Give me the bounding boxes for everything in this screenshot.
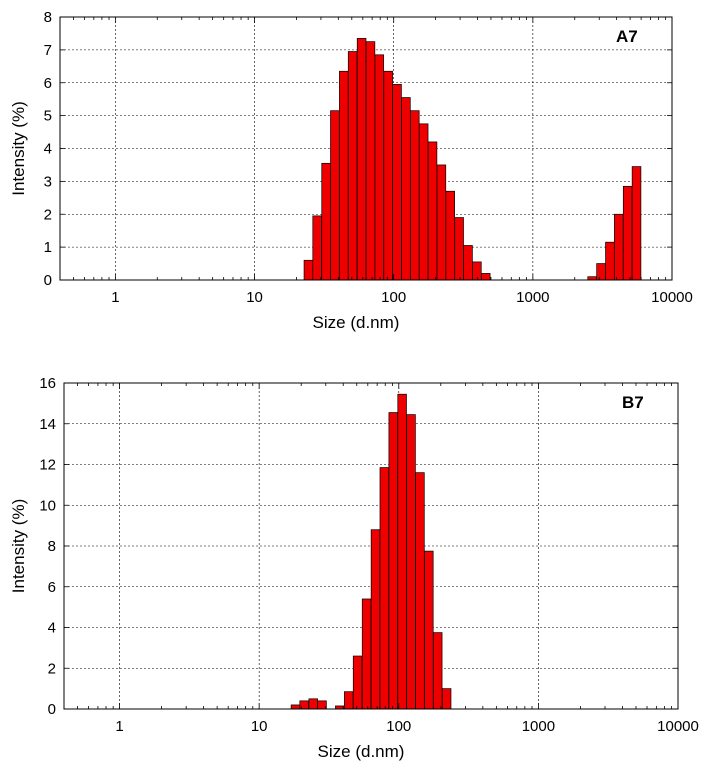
x-tick-label: 1	[115, 718, 123, 735]
histogram-bar	[397, 393, 407, 710]
y-tick-label: 16	[39, 375, 56, 392]
x-tick-label: 1000	[522, 718, 555, 735]
y-tick-label: 14	[39, 416, 56, 433]
histogram-bar	[312, 215, 322, 281]
chart-panel-a7: 1 10 100 1000 10000 0 1 2 3 4 5 6 7 8 Size (d.nm) Inten…	[9, 9, 693, 332]
y-tick-label: 12	[39, 457, 56, 474]
y-tick-label: 8	[48, 538, 56, 555]
histogram-bar	[424, 550, 434, 710]
x-axis-label: Size (d.nm)	[318, 742, 405, 761]
histogram-bar	[401, 97, 411, 281]
chart-panel-b7: 1 10 100 1000 10000 0 2 4 6 8 10 12 14 16 Size (d.nm) I…	[9, 375, 699, 761]
histogram-bar	[308, 698, 318, 710]
x-axis-label: Size (d.nm)	[313, 313, 400, 332]
histogram-bar	[614, 213, 624, 281]
histogram-bar	[596, 263, 606, 281]
histogram-bar	[303, 259, 314, 281]
panel-label: A7	[616, 27, 638, 46]
y-tick-label: 6	[44, 75, 52, 92]
histogram-bar	[605, 241, 615, 281]
histogram-bar	[383, 70, 393, 281]
y-tick-label: 6	[48, 579, 56, 596]
histogram-bar	[441, 688, 452, 710]
y-tick-label: 2	[48, 660, 56, 677]
y-tick-label: 4	[44, 141, 52, 158]
histogram-bar	[352, 655, 363, 710]
y-axis-label: Intensity (%)	[9, 101, 28, 195]
y-tick-label: 1	[44, 239, 52, 256]
histogram-bar	[454, 217, 464, 281]
histogram-bar	[433, 632, 443, 710]
x-tick-label: 10000	[657, 718, 699, 735]
histogram-bar	[344, 691, 354, 710]
y-tick-label: 8	[44, 9, 52, 26]
y-tick-label: 4	[48, 620, 56, 637]
y-tick-label: 0	[44, 272, 52, 289]
x-tick-label: 100	[386, 718, 411, 735]
histogram-bar	[415, 472, 425, 710]
histogram-bar	[361, 598, 372, 710]
histogram-bar	[356, 38, 367, 281]
y-tick-label: 7	[44, 42, 52, 59]
histogram-bar	[481, 273, 491, 281]
histogram-bar	[388, 412, 398, 710]
x-tick-label: 10	[251, 718, 268, 735]
histogram-bar	[365, 41, 376, 281]
x-tick-label: 100	[381, 289, 406, 306]
histogram-bar	[622, 185, 633, 281]
histogram-bar	[445, 190, 455, 281]
histogram-bar	[290, 704, 301, 710]
y-tick-label: 5	[44, 108, 52, 125]
y-tick-label: 2	[44, 206, 52, 223]
histogram-bar	[347, 51, 358, 281]
histogram-bar	[631, 166, 642, 281]
histogram-bar	[317, 700, 327, 710]
histogram-bar	[321, 162, 331, 281]
histogram-bar	[436, 164, 447, 281]
histogram-bar	[370, 529, 381, 710]
histogram-bar	[330, 110, 340, 281]
panel-label: B7	[622, 393, 644, 412]
x-tick-label: 1	[111, 289, 119, 306]
x-tick-label: 10000	[651, 289, 693, 306]
x-tick-label: 10	[246, 289, 263, 306]
histogram-bar	[374, 54, 385, 281]
y-tick-label: 3	[44, 173, 52, 190]
histogram-bar	[463, 245, 473, 281]
histogram-bar	[339, 70, 349, 281]
histogram-bar	[406, 414, 416, 710]
histogram-bar	[418, 123, 429, 281]
histogram-bar	[472, 261, 482, 281]
histogram-bar	[427, 141, 438, 281]
y-axis-label: Intensity (%)	[9, 499, 28, 593]
histogram-bar	[410, 110, 420, 281]
y-tick-label: 10	[39, 497, 56, 514]
histogram-bar	[392, 84, 402, 281]
y-tick-label: 0	[48, 701, 56, 718]
histogram-bar	[379, 467, 390, 710]
x-tick-label: 1000	[516, 289, 549, 306]
